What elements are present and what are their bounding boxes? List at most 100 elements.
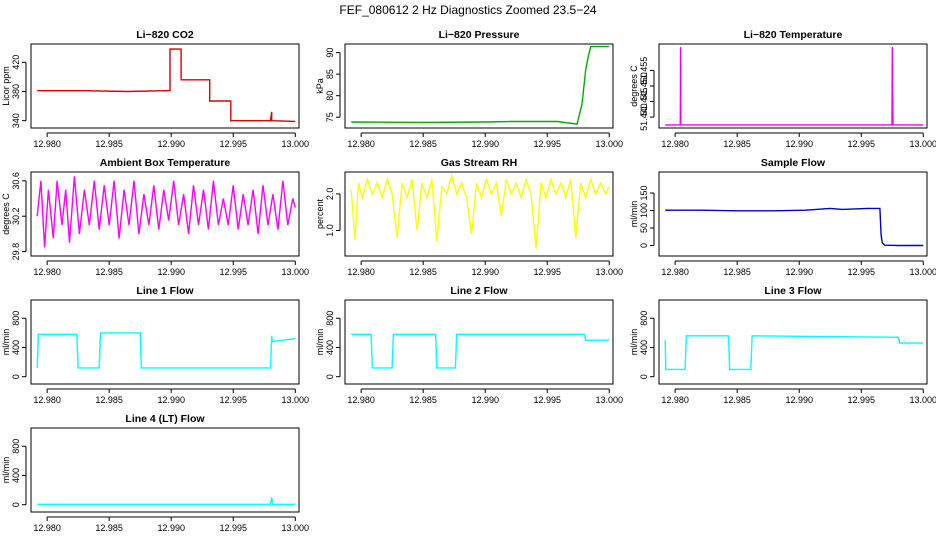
- chart-panel: Ambient Box Temperature degrees C 12.980 12…: [1, 157, 309, 277]
- y-tick-label: 51.445: [639, 88, 649, 116]
- y-tick-label: 800: [11, 311, 21, 326]
- x-tick-label: 12.985: [95, 139, 123, 149]
- x-tick-label: 12.990: [157, 139, 185, 149]
- x-tick-label: 13.000: [910, 267, 936, 277]
- x-tick-label: 12.980: [33, 267, 61, 277]
- y-tick-label: 420: [11, 55, 21, 70]
- plot-frame: [30, 299, 300, 385]
- x-tick-label: 13.000: [282, 395, 310, 405]
- x-tick-label: 12.990: [471, 267, 499, 277]
- x-tick-label: 12.995: [533, 395, 561, 405]
- y-tick-label: 400: [11, 340, 21, 355]
- y-axis-label: ml/min: [1, 329, 11, 356]
- chart-panel: Line 3 Flow ml/min 12.980 12.985 12.990 12.99…: [629, 285, 936, 405]
- x-tick-label: 12.990: [157, 267, 185, 277]
- x-tick-label: 12.990: [157, 395, 185, 405]
- x-tick-label: 12.995: [219, 395, 247, 405]
- panel-title: Line 4 (LT) Flow: [125, 413, 205, 425]
- chart-panel: Sample Flow ml/min 12.980 12.985 12.990 12.99…: [629, 157, 936, 277]
- panel-title: Line 1 Flow: [136, 285, 194, 297]
- y-tick-label: 0: [639, 374, 649, 379]
- chart-panel: Line 4 (LT) Flow ml/min 12.980 12.985 12.990…: [1, 413, 309, 533]
- x-tick-label: 13.000: [910, 139, 936, 149]
- y-tick-label: 75: [325, 112, 335, 122]
- x-tick-label: 12.990: [471, 395, 499, 405]
- y-tick-label: 0: [11, 374, 21, 379]
- x-tick-label: 12.980: [33, 395, 61, 405]
- x-tick-label: 13.000: [282, 523, 310, 533]
- plot-frame: [30, 427, 300, 513]
- y-tick-label: 50: [639, 223, 649, 233]
- y-tick-label: 380: [11, 84, 21, 99]
- x-tick-label: 12.995: [219, 523, 247, 533]
- x-tick-label: 12.980: [33, 523, 61, 533]
- y-tick-label: 0: [639, 243, 649, 248]
- y-tick-label: 90: [325, 48, 335, 58]
- x-tick-label: 12.995: [533, 139, 561, 149]
- y-tick-label: 85: [325, 69, 335, 79]
- y-axis-label: Licor ppm: [1, 66, 11, 106]
- y-axis-label: kPa: [315, 78, 325, 94]
- plot-frame: [658, 43, 928, 129]
- x-tick-label: 13.000: [282, 267, 310, 277]
- plot-frame: [30, 171, 300, 257]
- y-tick-label: 51.450: [639, 72, 649, 100]
- x-tick-label: 12.985: [723, 139, 751, 149]
- x-tick-label: 12.990: [471, 139, 499, 149]
- series-line: [36, 176, 296, 248]
- chart-panel: Line 2 Flow ml/min 12.980 12.985 12.990 12.99…: [315, 285, 623, 405]
- plot-frame: [344, 171, 614, 257]
- x-tick-label: 12.990: [785, 267, 813, 277]
- panel-title: Sample Flow: [761, 157, 826, 169]
- y-tick-label: 80: [325, 91, 335, 101]
- x-tick-label: 12.995: [219, 139, 247, 149]
- x-tick-label: 12.980: [661, 139, 689, 149]
- x-tick-label: 12.995: [847, 139, 875, 149]
- x-tick-label: 12.980: [347, 267, 375, 277]
- series-line: [664, 335, 924, 371]
- y-axis-label: ml/min: [315, 329, 325, 356]
- x-tick-label: 12.985: [409, 139, 437, 149]
- y-tick-label: 400: [325, 340, 335, 355]
- x-tick-label: 12.980: [33, 139, 61, 149]
- series-line: [350, 173, 610, 249]
- x-tick-label: 12.990: [785, 139, 813, 149]
- series-line: [351, 333, 610, 369]
- y-tick-label: 51.455: [639, 57, 649, 85]
- chart-panel: Li−820 Pressure kPa 12.980 12.985 12.990 12.9…: [315, 29, 623, 149]
- x-tick-label: 12.980: [347, 139, 375, 149]
- x-tick-label: 12.985: [95, 395, 123, 405]
- y-axis-label: degrees C: [1, 193, 11, 235]
- panel-title: Li−820 CO2: [136, 29, 194, 41]
- plot-frame: [344, 299, 614, 385]
- x-tick-label: 12.985: [409, 267, 437, 277]
- plot-frame: [658, 171, 928, 257]
- y-tick-label: 800: [639, 311, 649, 326]
- x-tick-label: 12.985: [95, 523, 123, 533]
- panel-title: Line 3 Flow: [764, 285, 822, 297]
- series-line: [665, 207, 924, 247]
- x-tick-label: 13.000: [282, 139, 310, 149]
- x-tick-label: 12.985: [723, 267, 751, 277]
- y-axis-label: ml/min: [1, 457, 11, 484]
- chart-panel: Line 1 Flow ml/min 12.980 12.985 12.990 12.99…: [1, 285, 309, 405]
- x-tick-label: 12.985: [409, 395, 437, 405]
- y-axis-label: degrees C: [629, 65, 639, 107]
- panel-title: Ambient Box Temperature: [100, 157, 231, 169]
- x-tick-label: 12.995: [533, 267, 561, 277]
- panel-grid: Li−820 CO2 Licor ppm 12.980 12.985 12.990 12.…: [1, 29, 936, 533]
- x-tick-label: 13.000: [596, 395, 624, 405]
- y-axis-label: percent: [315, 198, 325, 229]
- y-tick-label: 800: [325, 311, 335, 326]
- x-tick-label: 12.990: [157, 523, 185, 533]
- x-tick-label: 12.980: [347, 395, 375, 405]
- chart-panel: Li−820 Temperature degrees C 12.980 12.985 1…: [629, 29, 936, 149]
- y-tick-label: 400: [639, 340, 649, 355]
- y-tick-label: 30.2: [11, 207, 21, 225]
- y-tick-label: 29.8: [11, 243, 21, 261]
- y-tick-label: 400: [11, 468, 21, 483]
- chart-panel: Gas Stream RH percent 12.980 12.985 12.990 12…: [315, 157, 623, 277]
- x-tick-label: 12.980: [661, 395, 689, 405]
- x-tick-label: 12.985: [723, 395, 751, 405]
